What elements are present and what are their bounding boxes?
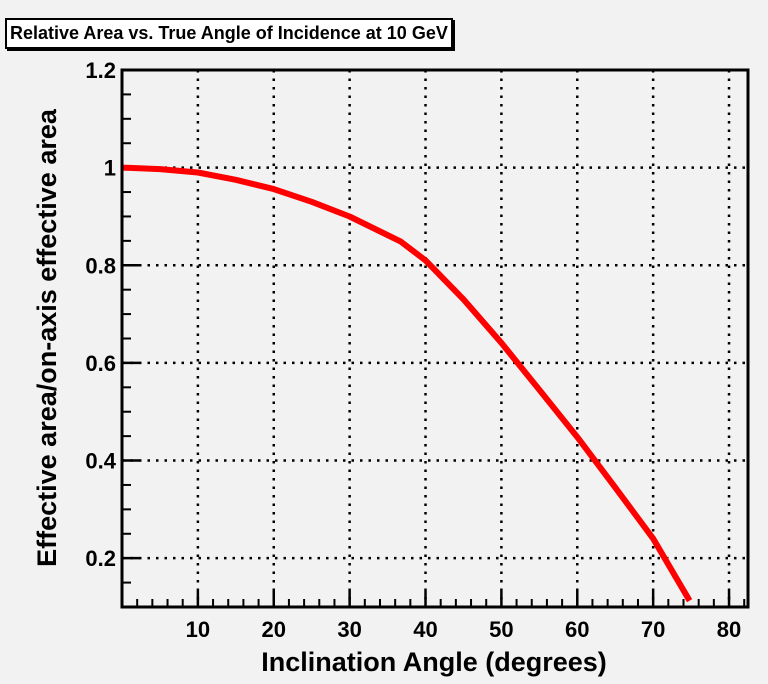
- x-tick-label: 10: [186, 617, 210, 642]
- y-tick-label: 0.4: [85, 449, 116, 474]
- x-tick-label: 60: [565, 617, 589, 642]
- y-tick-label: 1: [104, 156, 116, 181]
- y-tick-label: 1.2: [85, 58, 116, 83]
- y-tick-label: 0.8: [85, 253, 116, 278]
- series-line-relative-area: [121, 164, 693, 603]
- chart-title: Relative Area vs. True Angle of Incidenc…: [5, 18, 453, 49]
- y-axis-title: Effective area/on-axis effective area: [32, 108, 62, 567]
- plot-frame: [120, 68, 750, 609]
- y-tick-label: 0.2: [85, 546, 116, 571]
- x-tick-label: 20: [262, 617, 286, 642]
- x-tick-label: 80: [717, 617, 741, 642]
- x-tick-label: 70: [641, 617, 665, 642]
- plot-area: [122, 70, 748, 607]
- x-tick-label: 50: [489, 617, 513, 642]
- x-tick-label: 40: [413, 617, 437, 642]
- x-tick-label: 30: [337, 617, 361, 642]
- y-tick-label: 0.6: [85, 351, 116, 376]
- x-axis-title: Inclination Angle (degrees): [261, 647, 607, 677]
